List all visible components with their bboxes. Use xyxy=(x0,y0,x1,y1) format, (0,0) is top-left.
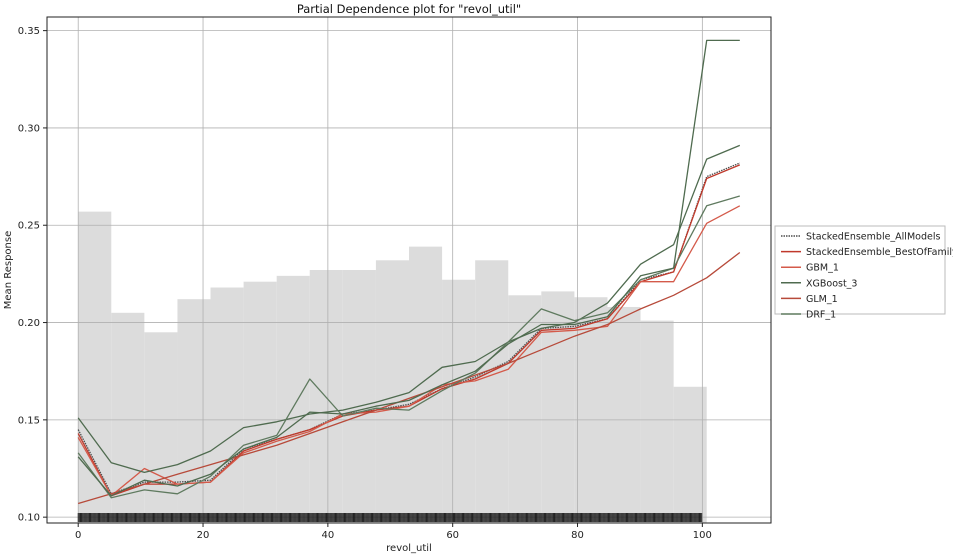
histogram-bar xyxy=(475,260,509,523)
histogram-bar xyxy=(508,295,542,523)
y-tick-label: 0.30 xyxy=(18,123,40,134)
histogram-bar xyxy=(210,287,244,523)
series-line xyxy=(78,251,741,505)
x-tick-label: 40 xyxy=(321,530,334,541)
x-tick-label: 20 xyxy=(197,530,210,541)
y-tick-label: 0.10 xyxy=(18,513,40,524)
series-line xyxy=(77,39,740,497)
x-axis-label: revol_util xyxy=(386,543,432,554)
histogram-bar xyxy=(276,275,310,523)
histogram-bar xyxy=(243,281,277,523)
y-tick-label: 0.15 xyxy=(18,415,40,426)
series-line xyxy=(77,205,741,497)
histogram-bar xyxy=(640,320,674,523)
histogram-bar xyxy=(144,332,178,523)
histogram-bar xyxy=(607,306,641,523)
x-tick-label: 60 xyxy=(446,530,459,541)
histogram-bar xyxy=(673,386,707,523)
legend-label: DRF_1 xyxy=(806,310,836,321)
histogram-bar xyxy=(442,279,476,523)
legend-label: GLM_1 xyxy=(806,294,838,305)
y-tick-label: 0.25 xyxy=(18,221,40,232)
y-tick-label: 0.35 xyxy=(18,26,40,37)
histogram-bar xyxy=(574,297,608,523)
x-tick-label: 0 xyxy=(75,530,81,541)
chart-title: Partial Dependence plot for "revol_util" xyxy=(297,2,521,16)
legend: StackedEnsemble_AllModels StackedEnsemble… xyxy=(774,225,953,321)
histogram-bar xyxy=(177,299,211,523)
legend-label: XGBoost_3 xyxy=(806,278,857,289)
x-tick-label: 100 xyxy=(693,530,712,541)
x-tick-label: 80 xyxy=(571,530,584,541)
legend-label: GBM_1 xyxy=(806,263,839,274)
legend-box xyxy=(774,225,946,315)
histogram-bar xyxy=(375,260,409,523)
legend-label: StackedEnsemble_BestOfFamily xyxy=(806,247,953,258)
legend-label: StackedEnsemble_AllModels xyxy=(806,232,940,243)
y-tick-label: 0.20 xyxy=(18,318,40,329)
histogram-bar xyxy=(342,270,376,523)
histogram-bar xyxy=(541,291,575,523)
series-line xyxy=(77,144,741,474)
y-axis-label: Mean Response xyxy=(3,231,14,309)
histogram-bar xyxy=(409,246,443,523)
histogram-bar xyxy=(78,211,112,523)
plot-frame xyxy=(46,16,772,524)
series-line xyxy=(77,195,740,499)
histogram-bar xyxy=(309,270,343,523)
